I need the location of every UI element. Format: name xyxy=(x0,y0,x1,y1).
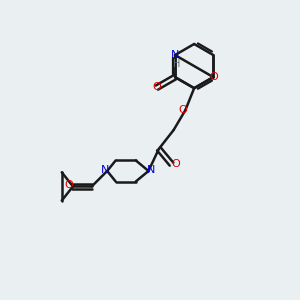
Text: N: N xyxy=(100,165,109,175)
Text: O: O xyxy=(178,105,188,115)
Text: H: H xyxy=(173,59,180,70)
Text: N: N xyxy=(171,50,179,60)
Text: O: O xyxy=(172,159,180,169)
Text: O: O xyxy=(209,72,218,82)
Text: O: O xyxy=(152,82,161,92)
Text: N: N xyxy=(147,165,155,175)
Text: O: O xyxy=(64,180,73,190)
